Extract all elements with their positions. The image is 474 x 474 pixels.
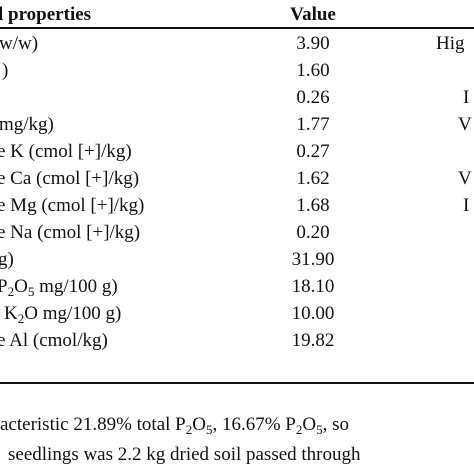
row-criterion: I — [463, 87, 470, 108]
table-top-rule — [0, 27, 474, 29]
row-property-part: O mg/100 g) — [24, 303, 122, 324]
row-property: g) — [0, 249, 14, 270]
row-property: e Al (cmol/kg) — [0, 330, 108, 351]
row-value: 1.60 — [296, 60, 330, 81]
row-criterion: V — [458, 114, 472, 135]
table-note-line-2: seedlings was 2.2 kg dried soil passed t… — [8, 444, 361, 465]
table-row: ) 1.60 — [0, 58, 474, 84]
table-row: P2O5 mg/100 g) 18.10 — [0, 274, 474, 300]
row-value: 19.82 — [291, 330, 335, 351]
row-value: 1.62 — [296, 168, 330, 189]
row-property: e Ca (cmol [+]/kg) — [0, 168, 140, 189]
row-property-subscript: 2 — [17, 311, 25, 326]
row-property-subscript: 5 — [27, 284, 35, 299]
table-row: w/w) 3.90 Hig — [0, 31, 474, 57]
table-row: e Mg (cmol [+]/kg) 1.68 I — [0, 193, 474, 219]
row-criterion: V — [458, 168, 472, 189]
table-row: K2O mg/100 g) 10.00 — [0, 301, 474, 327]
row-property: mg/kg) — [0, 114, 54, 135]
row-property-part: O — [14, 276, 28, 297]
row-value: 0.20 — [296, 222, 330, 243]
column-header-property: l properties — [0, 4, 92, 25]
table-row: e K (cmol [+]/kg) 0.27 — [0, 139, 474, 165]
table-row: mg/kg) 1.77 V — [0, 112, 474, 138]
row-property-subscript: 2 — [7, 284, 15, 299]
table-row: g) 31.90 — [0, 247, 474, 273]
table-row: e Ca (cmol [+]/kg) 1.62 V — [0, 166, 474, 192]
note-text: , so — [322, 414, 350, 435]
note-subscript: 2 — [295, 422, 303, 437]
row-property-part: mg/100 g) — [34, 276, 118, 297]
note-text: , 16.67% P — [212, 414, 296, 435]
row-property: w/w) — [0, 33, 39, 54]
table-row: e Na (cmol [+]/kg) 0.20 — [0, 220, 474, 246]
row-property: e Na (cmol [+]/kg) — [0, 222, 141, 243]
row-value: 1.77 — [296, 114, 330, 135]
note-text: acteristic 21.89% total P — [0, 414, 186, 435]
row-value: 10.00 — [291, 303, 335, 324]
row-value: 31.90 — [291, 249, 335, 270]
row-property-part: K — [4, 303, 18, 324]
row-value: 1.68 — [296, 195, 330, 216]
row-property: e K (cmol [+]/kg) — [0, 141, 132, 162]
row-criterion: Hig — [436, 33, 465, 54]
row-criterion: I — [463, 195, 470, 216]
row-value: 18.10 — [291, 276, 335, 297]
row-property: P2O5 mg/100 g) — [0, 274, 118, 300]
table-bottom-rule — [0, 382, 474, 384]
note-text: O — [302, 414, 317, 435]
note-subscript: 5 — [316, 422, 323, 437]
row-property: ) — [2, 60, 9, 81]
row-value: 0.27 — [296, 141, 330, 162]
table-row: 0.26 I — [0, 85, 474, 111]
row-property: K2O mg/100 g) — [4, 301, 121, 327]
table-note-line-1: acteristic 21.89% total P2O5, 16.67% P2O… — [0, 414, 474, 436]
column-header-value: Value — [290, 4, 336, 25]
row-value: 3.90 — [296, 33, 330, 54]
note-subscript: 2 — [185, 422, 193, 437]
table-row: e Al (cmol/kg) 19.82 — [0, 328, 474, 354]
row-property-part: P — [0, 276, 8, 297]
note-subscript: 5 — [205, 422, 213, 437]
row-value: 0.26 — [296, 87, 330, 108]
row-property: e Mg (cmol [+]/kg) — [0, 195, 145, 216]
note-text: O — [192, 414, 206, 435]
